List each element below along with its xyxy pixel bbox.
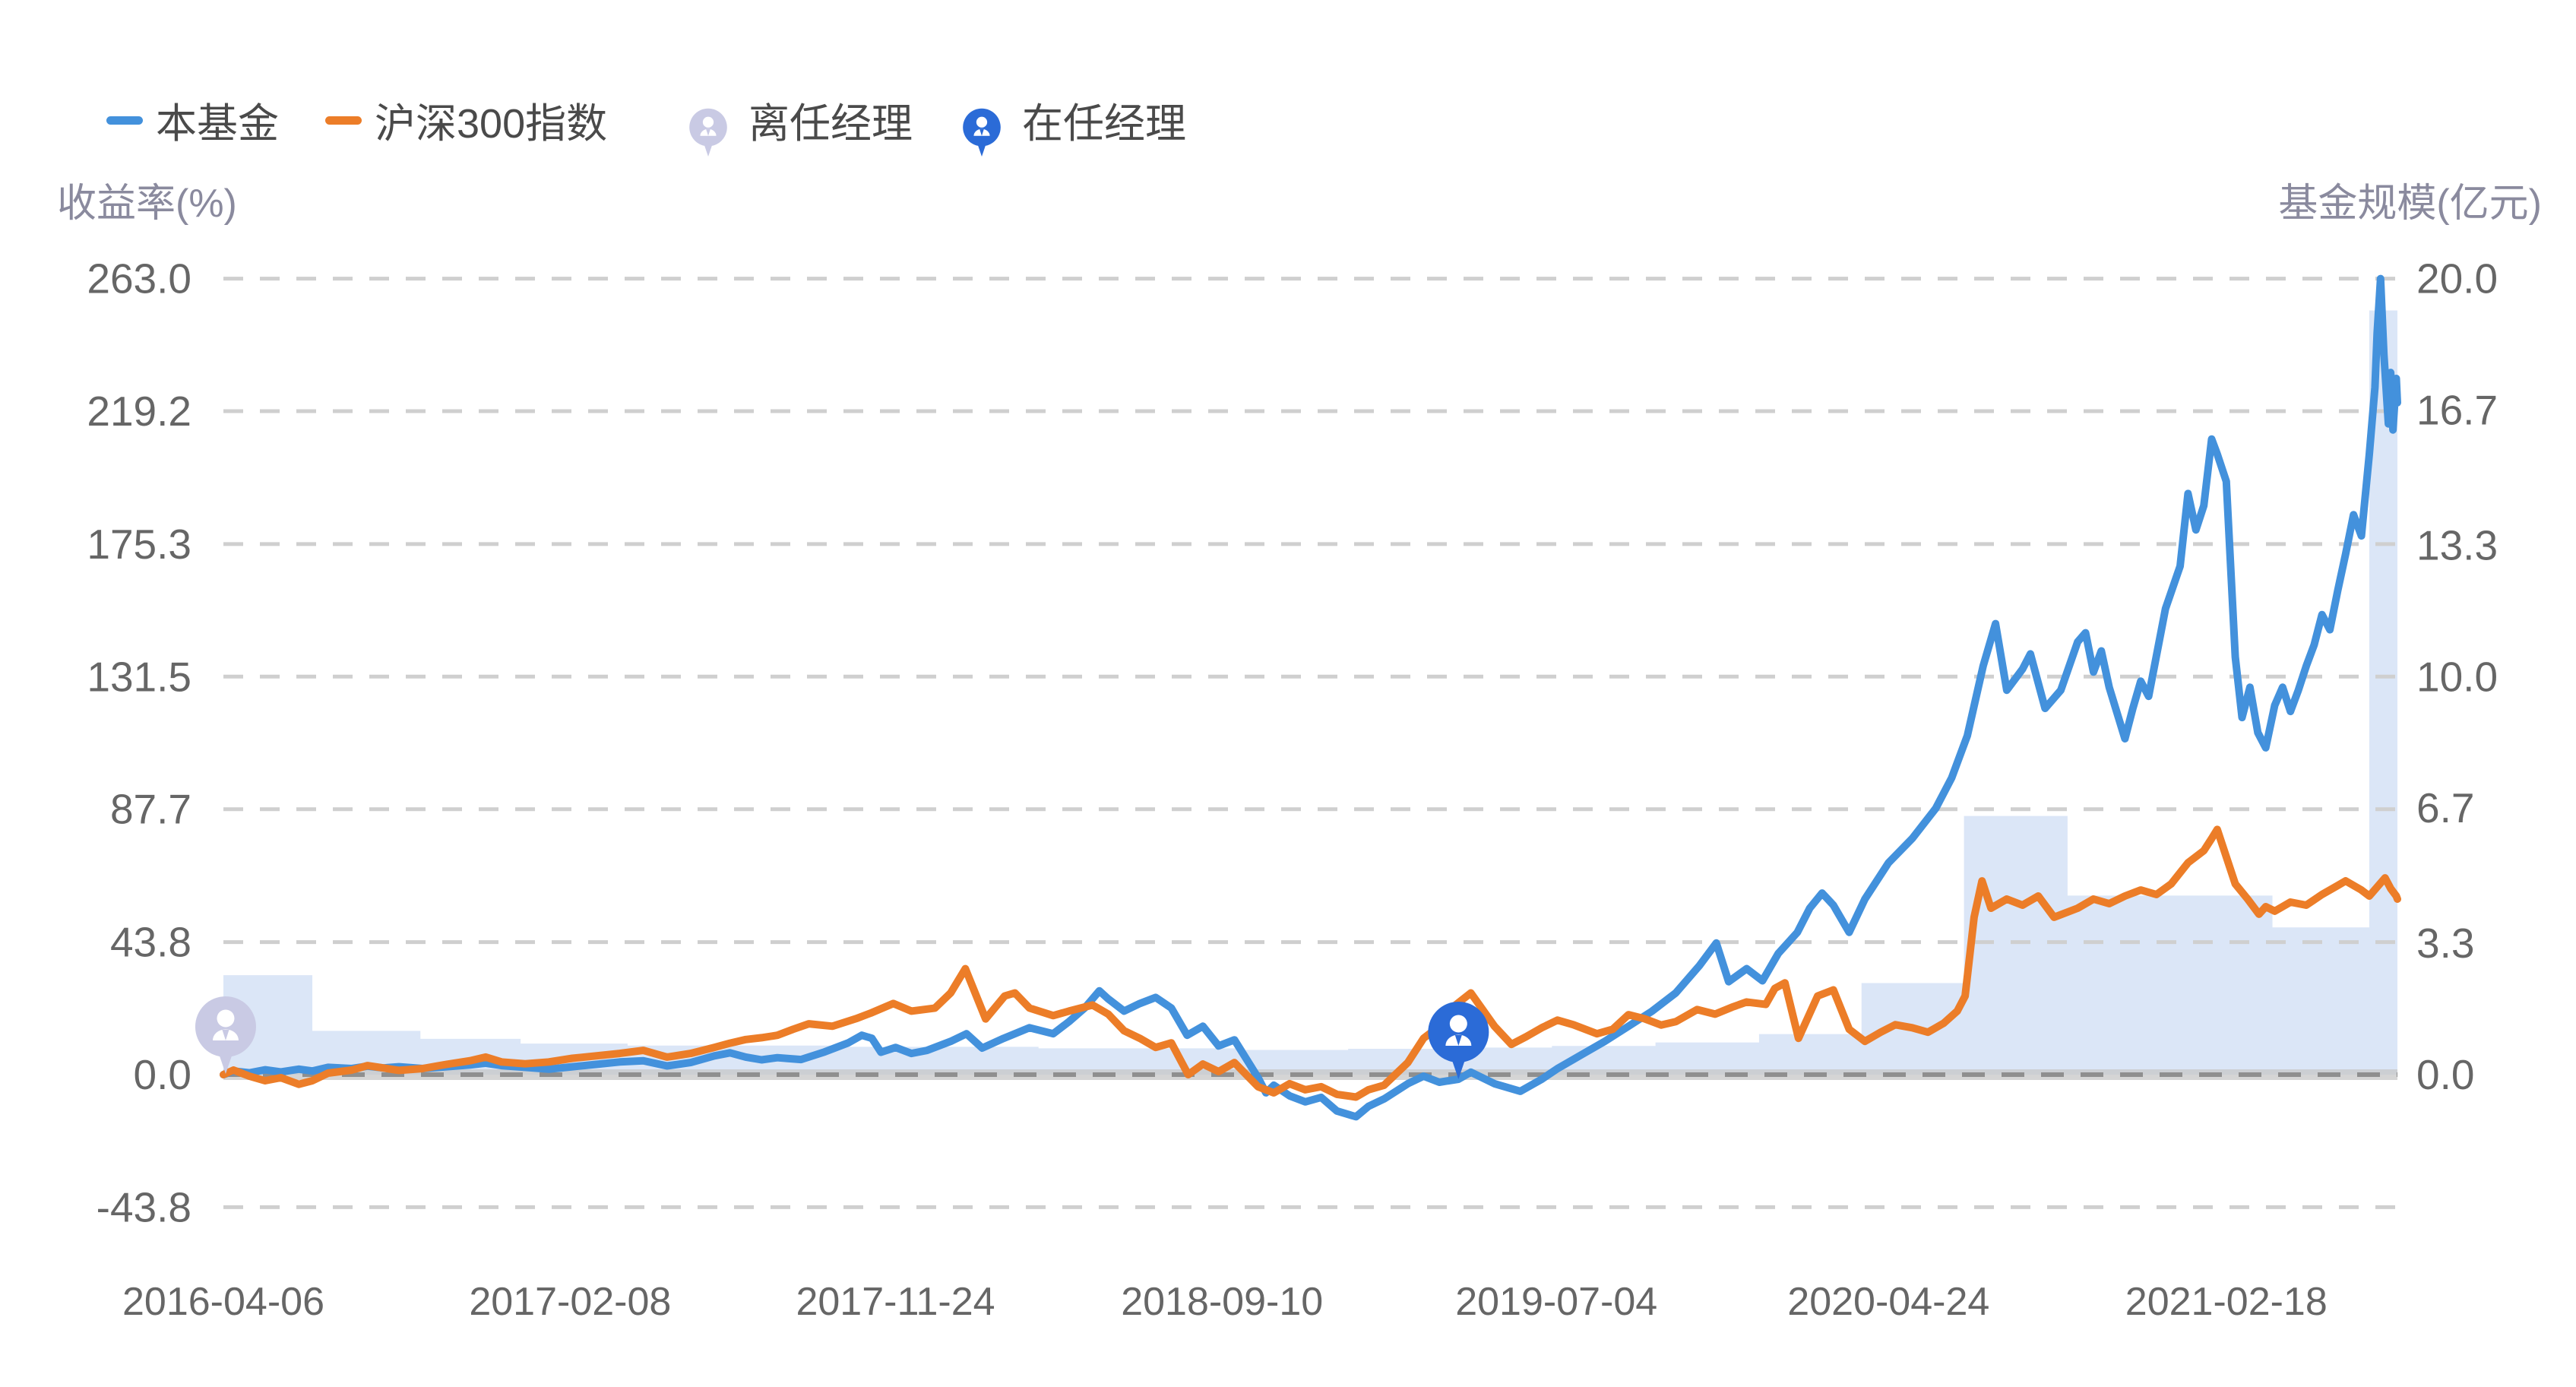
person-head-icon (217, 1009, 235, 1028)
left-axis-tick: 263.0 (87, 255, 191, 302)
legend-item-fund[interactable]: 本基金 (106, 101, 279, 147)
x-axis-tick: 2018-09-10 (1121, 1280, 1323, 1324)
fund-size-area-layer (223, 310, 2397, 1075)
x-axis-tick: 2021-02-18 (2125, 1280, 2328, 1324)
legend-item-csi300[interactable]: 沪深300指数 (325, 101, 607, 147)
left-axis-tick: 131.5 (87, 653, 191, 700)
manager-pin-layer (195, 996, 1489, 1079)
series-line-fund[interactable] (220, 274, 2401, 1121)
legend-item-departed-manager[interactable]: 离任经理 (689, 101, 913, 157)
left-axis-tick: 87.7 (110, 786, 191, 833)
right-axis-tick: 13.3 (2416, 521, 2498, 568)
right-axis-tick: 3.3 (2416, 920, 2474, 967)
departed-manager-pin-icon (689, 108, 727, 157)
person-head-icon (1449, 1015, 1467, 1033)
person-tie-icon (1454, 1034, 1462, 1046)
left-axis-title: 收益率(%) (57, 182, 237, 226)
manager-pin-current[interactable] (1428, 1001, 1489, 1079)
left-axis-tick: 43.8 (110, 919, 191, 966)
left-axis-tick: 175.3 (87, 521, 191, 568)
x-axis-tick: 2019-07-04 (1455, 1280, 1657, 1324)
right-axis-title: 基金规模(亿元) (2278, 182, 2542, 226)
axis-tick-layer: 263.0 20.0 219.2 16.7 175.3 13.3 131.5 10.0 87.7… (87, 255, 2498, 1324)
x-axis-tick: 2017-02-08 (469, 1280, 671, 1324)
legend-label-csi300: 沪深300指数 (375, 101, 607, 147)
x-axis-tick: 2016-04-06 (122, 1280, 324, 1324)
left-axis-tick: 0.0 (134, 1051, 191, 1098)
left-axis-tick: -43.8 (97, 1183, 191, 1230)
legend-label-current-manager: 在任经理 (1022, 101, 1186, 147)
right-axis-tick: 6.7 (2416, 784, 2474, 831)
right-axis-tick: 10.0 (2416, 653, 2498, 700)
left-axis-tick: 219.2 (87, 388, 191, 435)
current-manager-pin-icon (963, 108, 1001, 157)
legend-label-departed-manager: 离任经理 (748, 101, 913, 147)
x-axis-tick: 2020-04-24 (1787, 1280, 1989, 1324)
right-axis-tick: 16.7 (2416, 386, 2498, 433)
legend-item-current-manager[interactable]: 在任经理 (963, 101, 1186, 157)
legend-label-fund: 本基金 (156, 101, 279, 147)
csi300-line-swatch (325, 116, 362, 125)
right-axis-tick: 0.0 (2416, 1051, 2474, 1098)
x-axis-tick: 2017-11-24 (796, 1280, 995, 1324)
fund-size-area (223, 310, 2397, 1075)
chart-legend: 本基金 沪深300指数 离任经理 在任经理 (106, 101, 1186, 157)
right-axis-tick: 20.0 (2416, 255, 2498, 302)
fund-line-swatch (106, 116, 143, 125)
gridline-layer (223, 277, 2397, 1209)
person-tie-icon (222, 1029, 229, 1040)
manager-pin-departed[interactable] (195, 996, 256, 1074)
